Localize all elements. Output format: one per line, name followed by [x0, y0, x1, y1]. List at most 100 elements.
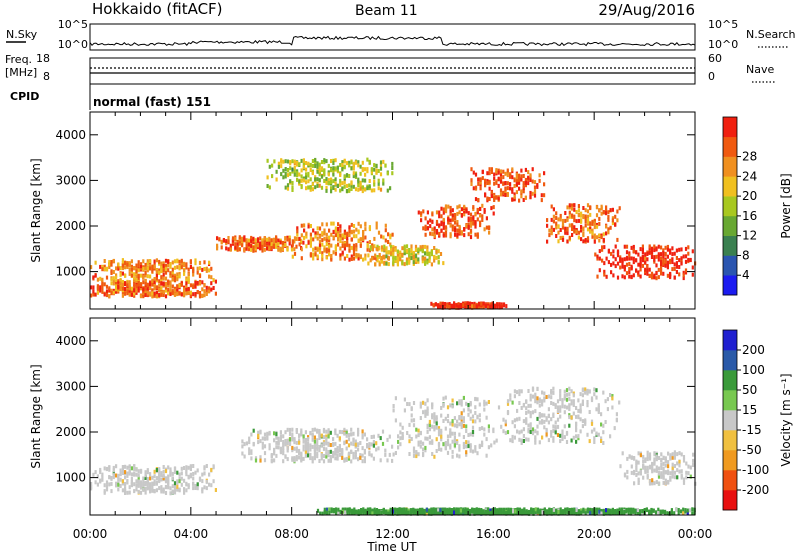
- data-cell: [507, 511, 510, 515]
- data-cell: [266, 175, 269, 180]
- data-cell: [167, 483, 170, 488]
- data-cell: [325, 454, 328, 459]
- data-cell: [142, 487, 145, 492]
- data-cell: [421, 249, 424, 254]
- data-cell: [377, 446, 380, 451]
- data-cell: [90, 265, 93, 270]
- data-cell: [112, 279, 115, 283]
- data-cell: [691, 507, 694, 512]
- data-cell: [457, 508, 460, 513]
- data-cell: [364, 172, 367, 177]
- data-cell: [504, 171, 507, 176]
- noise-strip-frame: [89, 23, 696, 51]
- data-cell: [137, 260, 140, 265]
- data-cell: [357, 253, 360, 258]
- data-cell: [112, 468, 115, 473]
- data-cell: [155, 269, 158, 274]
- data-cell: [589, 229, 592, 234]
- data-cell: [669, 248, 672, 253]
- data-cell: [468, 301, 472, 306]
- data-cell: [598, 216, 601, 221]
- data-cell: [676, 468, 679, 473]
- data-cell: [682, 455, 686, 459]
- data-cell: [352, 234, 356, 239]
- data-cell: [692, 463, 695, 467]
- data-cell: [625, 262, 629, 267]
- data-cell: [128, 263, 131, 268]
- data-cell: [345, 458, 348, 462]
- colorbar-tick-label: 4: [742, 268, 750, 282]
- data-cell: [614, 222, 617, 227]
- data-cell: [607, 509, 610, 514]
- data-cell: [380, 259, 384, 264]
- data-cell: [481, 169, 484, 174]
- data-cell: [463, 227, 466, 232]
- data-cell: [409, 511, 413, 516]
- data-cell: [153, 479, 156, 484]
- data-cell: [142, 259, 145, 264]
- data-cell: [194, 261, 197, 266]
- data-cell: [210, 275, 213, 280]
- data-cell: [149, 274, 152, 279]
- data-cell: [682, 273, 685, 278]
- data-cell: [375, 447, 378, 452]
- data-cell: [570, 389, 573, 394]
- data-cell: [194, 281, 197, 285]
- data-cell: [561, 398, 564, 403]
- data-cell: [580, 213, 583, 218]
- data-cell: [457, 510, 460, 515]
- data-cell: [328, 507, 331, 512]
- data-cells: [90, 157, 697, 310]
- data-cell: [139, 485, 143, 490]
- data-cell: [386, 171, 389, 176]
- data-cell: [667, 460, 670, 465]
- data-cell: [346, 254, 349, 258]
- data-cell: [377, 169, 380, 173]
- data-cell: [440, 428, 443, 433]
- data-cell: [272, 237, 275, 242]
- data-cell: [270, 459, 273, 464]
- data-cell: [383, 247, 386, 252]
- data-cell: [322, 454, 326, 458]
- data-cell: [320, 453, 323, 458]
- data-cell: [304, 450, 307, 455]
- data-cell: [135, 266, 138, 271]
- data-cell: [412, 449, 416, 454]
- cpid-label: CPID: [10, 90, 39, 103]
- data-cell: [467, 444, 470, 449]
- data-cell: [354, 173, 358, 178]
- data-cell: [605, 205, 608, 210]
- data-cell: [440, 406, 443, 410]
- data-cell: [187, 267, 190, 272]
- data-cell: [194, 486, 197, 490]
- data-cell: [653, 481, 656, 486]
- data-cell: [121, 488, 124, 493]
- data-cell: [171, 284, 174, 289]
- data-cell: [440, 437, 443, 442]
- data-cell: [588, 389, 591, 394]
- data-cell: [330, 221, 333, 226]
- data-cell: [357, 177, 360, 182]
- data-cell: [314, 185, 317, 190]
- data-cell: [390, 248, 393, 253]
- data-cell: [368, 444, 371, 449]
- data-cell: [307, 179, 310, 184]
- data-cell: [657, 244, 660, 249]
- data-cell: [248, 447, 251, 452]
- data-cell: [506, 168, 509, 173]
- data-cell: [359, 453, 362, 458]
- data-cell: [361, 185, 364, 190]
- data-cell: [284, 442, 287, 447]
- data-cell: [650, 271, 654, 276]
- data-cell: [630, 274, 633, 279]
- data-cell: [164, 285, 168, 290]
- data-cell: [216, 243, 219, 248]
- data-cell: [456, 205, 459, 210]
- data-cell: [602, 423, 605, 428]
- data-cell: [509, 507, 512, 512]
- data-cell: [289, 171, 292, 176]
- data-cell: [379, 436, 382, 441]
- data-cell: [210, 281, 213, 286]
- data-cell: [362, 257, 365, 262]
- data-cell: [341, 452, 344, 457]
